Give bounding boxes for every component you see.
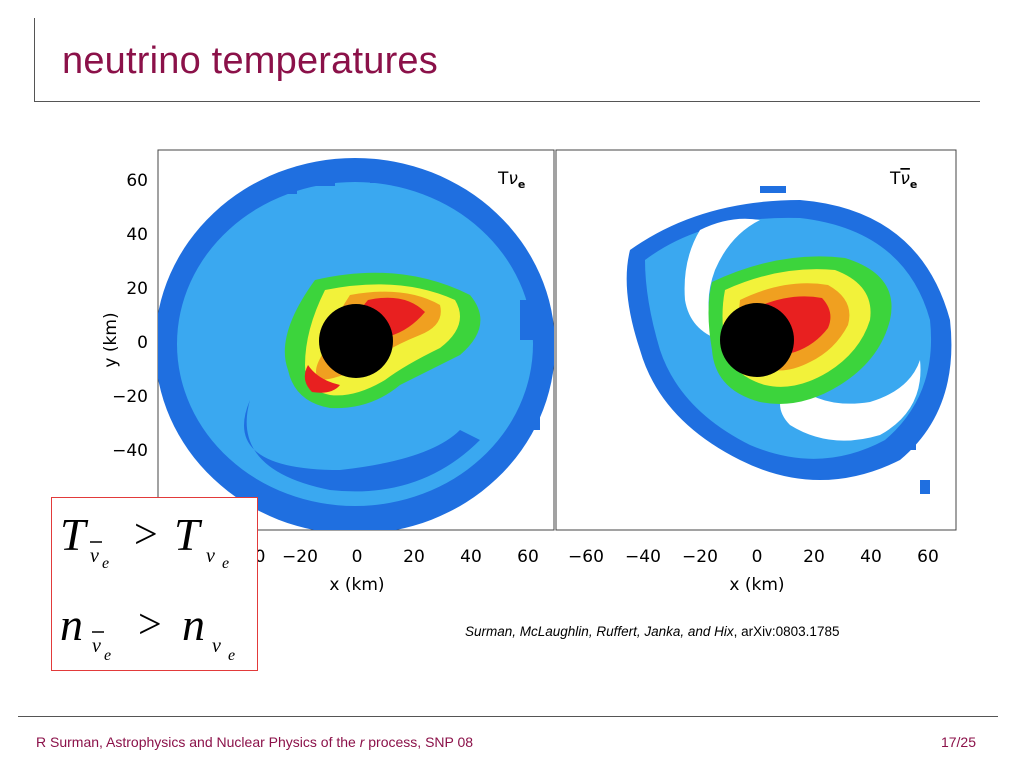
right-panel-plot [626,186,952,494]
title-rule-horizontal [34,101,980,102]
footer-text-a: R Surman, Astrophysics and Nuclear Physi… [36,734,360,750]
left-x-tick: −20 [282,547,318,567]
right-x-tick: 20 [803,547,825,567]
simulation-figure: Tνe Tνe 60 40 20 0 −20 −40 y (km) 0 −20 … [101,149,957,595]
eq2-lhs-e: e [104,647,111,664]
eq1-lhs-nu: v [90,545,99,567]
title-rule-vertical [34,18,35,102]
right-panel-label: Tνe [889,169,917,191]
eq1-lhs-e: e [102,555,109,572]
left-x-axis-label: x (km) [329,575,384,595]
eq2-lhs: n [60,599,83,650]
left-panel-plot [158,158,554,530]
eq2-lhs-nu: v [92,635,101,657]
eq1-lhs: T [60,509,89,560]
eq2-rhs-e: e [228,647,235,664]
left-x-tick: 0 [255,547,266,567]
citation-authors: Surman, McLaughlin, Ruffert, Janka, and … [465,624,734,639]
inequality-equations: T v e > T v e n v e > n v e [60,509,235,664]
eq2-rhs: n [182,599,205,650]
left-x-tick: 40 [460,547,482,567]
y-tick: 20 [126,279,148,299]
eq1-rhs-nu: v [206,545,215,567]
right-x-tick: −60 [568,547,604,567]
slide-title: neutrino temperatures [62,40,438,82]
y-tick: 40 [126,225,148,245]
right-x-tick: 40 [860,547,882,567]
right-x-axis-label: x (km) [729,575,784,595]
figure-citation: Surman, McLaughlin, Ruffert, Janka, and … [465,624,839,639]
citation-ref: , arXiv:0803.1785 [733,624,840,639]
y-tick: 60 [126,171,148,191]
eq1-rhs-e: e [222,555,229,572]
left-x-tick: 20 [403,547,425,567]
page-number: 17/25 [940,734,976,750]
left-x-tick: 0 [352,547,363,567]
footer-rule [18,716,998,717]
inequality-box: T v e > T v e n v e > n v e [51,497,258,671]
eq1-op: > [134,512,158,558]
y-axis-label: y (km) [101,312,121,367]
y-tick: −40 [112,441,148,461]
eq2-rhs-nu: v [212,635,221,657]
eq2-op: > [138,602,162,648]
right-x-tick: −40 [625,547,661,567]
eq1-rhs: T [174,509,203,560]
right-x-tick: 0 [752,547,763,567]
footer-text: R Surman, Astrophysics and Nuclear Physi… [36,734,473,750]
left-x-tick: 60 [517,547,539,567]
footer-text-b: process, SNP 08 [364,734,474,750]
left-panel-label: Tνe [497,169,525,191]
footer-text-italic: r [359,734,365,750]
y-tick: −20 [112,387,148,407]
right-x-tick: −20 [682,547,718,567]
figure-axes: Tνe Tνe 60 40 20 0 −20 −40 y (km) 0 −20 … [101,149,957,595]
y-tick: 0 [137,333,148,353]
right-x-tick: 60 [917,547,939,567]
